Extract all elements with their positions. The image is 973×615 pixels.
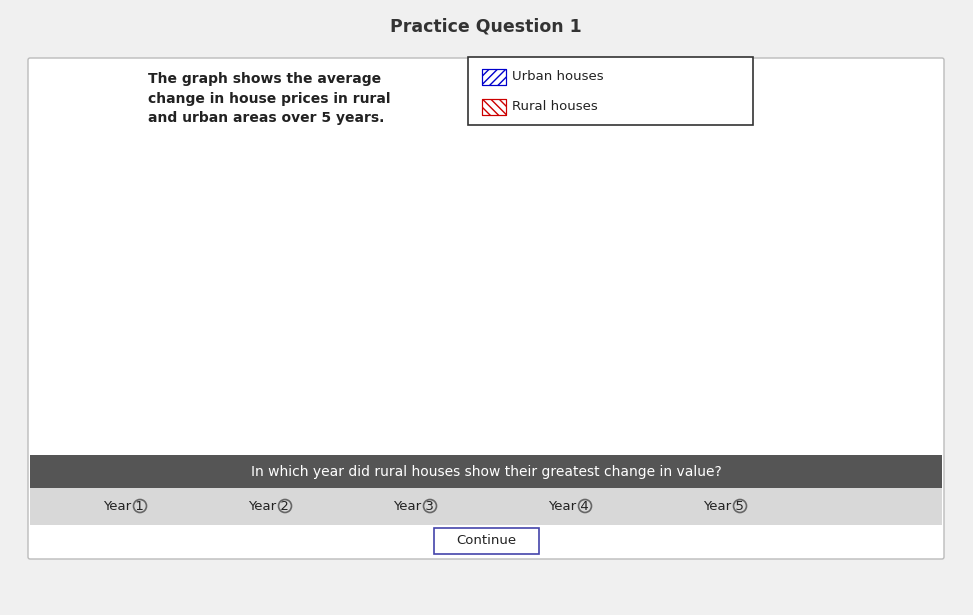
Bar [757, 350, 799, 371]
Bar [30, 455, 942, 488]
Text: Practice Question 1: Practice Question 1 [390, 18, 582, 36]
Text: Year 5: Year 5 [703, 499, 744, 512]
Bar [287, 328, 328, 371]
Bar [639, 307, 681, 371]
Bar [482, 69, 506, 85]
Text: In which year did rural houses show their greatest change in value?: In which year did rural houses show thei… [251, 465, 721, 479]
Text: Urban houses: Urban houses [512, 71, 603, 84]
Bar [482, 69, 506, 85]
Bar [482, 99, 506, 115]
Text: Year 2: Year 2 [248, 499, 289, 512]
Bar [598, 243, 639, 371]
Bar [522, 200, 563, 371]
Text: Year 4: Year 4 [548, 499, 589, 512]
FancyBboxPatch shape [434, 528, 539, 554]
Bar [405, 285, 446, 371]
Bar [245, 371, 287, 393]
Text: The graph shows the average
change in house prices in rural
and urban areas over: The graph shows the average change in ho… [148, 72, 390, 125]
Y-axis label: % change in value: % change in value [188, 243, 201, 371]
Bar [30, 488, 942, 525]
Text: Rural houses: Rural houses [512, 100, 597, 114]
FancyBboxPatch shape [28, 58, 944, 559]
Text: Year 3: Year 3 [393, 499, 434, 512]
Text: Year 1: Year 1 [103, 499, 144, 512]
Bar [363, 371, 405, 414]
Bar [468, 57, 753, 125]
Bar [716, 200, 757, 371]
Text: Continue: Continue [456, 534, 516, 547]
Bar [482, 99, 506, 115]
Bar [481, 264, 522, 371]
